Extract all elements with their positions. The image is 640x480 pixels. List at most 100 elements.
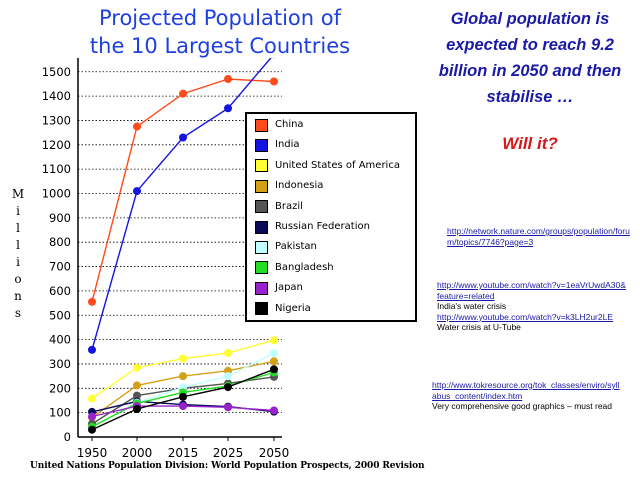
- data-point: [224, 104, 232, 113]
- y-tick-label: 800: [49, 235, 71, 249]
- youtube-note-1: India's water crisis: [437, 301, 507, 311]
- legend-label: United States of America: [275, 159, 400, 171]
- chart-title: Projected Population of the 10 Largest C…: [60, 4, 380, 60]
- x-tick-label: 2025: [213, 446, 244, 460]
- data-point: [270, 336, 278, 345]
- y-tick-label: 100: [49, 406, 71, 420]
- data-point: [270, 406, 278, 415]
- legend-swatch: [255, 200, 268, 214]
- headline: Global population is expected to reach 9…: [438, 10, 622, 106]
- legend-swatch: [255, 281, 268, 295]
- legend-swatch: [255, 302, 268, 316]
- legend-label: Brazil: [275, 200, 303, 212]
- y-axis-label-letter: l: [16, 238, 20, 252]
- legend-item: Brazil: [255, 200, 303, 214]
- y-axis-label-letter: l: [16, 221, 20, 235]
- nature-forum-link[interactable]: http://network.nature.com/groups/populat…: [447, 226, 630, 247]
- tokresource-note: Very comprehensive good graphics – must …: [432, 401, 613, 411]
- data-point: [133, 187, 141, 196]
- y-tick-label: 1300: [42, 113, 71, 127]
- y-tick-label: 0: [64, 430, 71, 444]
- data-point: [179, 354, 187, 363]
- y-tick-label: 700: [49, 260, 71, 274]
- legend-item: Russian Federation: [255, 220, 370, 234]
- data-point: [133, 381, 141, 390]
- y-tick-label: 1200: [42, 138, 71, 152]
- youtube-note-2: Water crisis at U-Tube: [437, 322, 521, 332]
- legend-swatch: [255, 220, 268, 234]
- legend-label: Japan: [275, 282, 303, 294]
- y-tick-label: 1500: [42, 65, 71, 79]
- y-axis-label-letter: s: [14, 306, 22, 320]
- data-point: [133, 391, 141, 400]
- legend-label: India: [275, 139, 300, 151]
- y-tick-label: 1400: [42, 89, 71, 103]
- data-point: [88, 345, 96, 354]
- tokresource-link[interactable]: http://www.tokresource.org/tok_classes/e…: [432, 380, 620, 401]
- data-point: [224, 372, 232, 381]
- y-axis-label-letter: n: [14, 289, 22, 303]
- source-note: United Nations Population Division: Worl…: [30, 461, 425, 471]
- data-point: [133, 363, 141, 372]
- chart-title-line-1: Projected Population of: [98, 6, 342, 30]
- x-tick-label: 2050: [259, 446, 290, 460]
- data-point: [270, 77, 278, 86]
- legend-item: Bangladesh: [255, 261, 334, 275]
- data-point: [179, 402, 187, 411]
- legend-swatch: [255, 240, 268, 254]
- legend-label: Russian Federation: [275, 221, 370, 232]
- legend-item: Pakistan: [255, 240, 317, 254]
- data-point: [133, 404, 141, 413]
- data-point: [179, 392, 187, 401]
- legend-item: India: [255, 138, 300, 152]
- legend-item: Nigeria: [255, 302, 311, 316]
- youtube-link-2[interactable]: http://www.youtube.com/watch?v=k3LH2ur2L…: [437, 311, 613, 322]
- y-axis-label-letter: i: [16, 204, 20, 218]
- tokresource-link-block: http://www.tokresource.org/tok_classes/e…: [432, 380, 622, 412]
- y-tick-label: 900: [49, 211, 71, 225]
- data-point: [179, 133, 187, 142]
- y-tick-label: 400: [49, 333, 71, 347]
- legend-label: China: [275, 119, 304, 130]
- y-axis-label-letter: M: [11, 187, 25, 201]
- data-point: [88, 394, 96, 403]
- nature-link-block: http://network.nature.com/groups/populat…: [447, 226, 632, 247]
- y-tick-label: 200: [49, 381, 71, 395]
- legend-swatch: [255, 118, 268, 132]
- y-tick-label: 1100: [42, 162, 71, 176]
- legend-label: Bangladesh: [275, 261, 334, 273]
- y-tick-label: 1000: [42, 187, 71, 201]
- legend-label: Indonesia: [275, 180, 324, 192]
- y-axis-label-letter: o: [14, 272, 22, 286]
- chart-legend: China India United States of America Indone…: [245, 112, 417, 322]
- youtube-links-block: http://www.youtube.com/watch?v=1eaVrUwdA…: [437, 280, 627, 333]
- data-point: [179, 89, 187, 98]
- legend-item: China: [255, 118, 304, 132]
- data-point: [224, 348, 232, 357]
- legend-swatch: [255, 159, 268, 173]
- y-axis-label-letter: i: [16, 255, 20, 269]
- data-point: [224, 403, 232, 412]
- chart-title-line-2: the 10 Largest Countries: [89, 34, 351, 58]
- data-point: [270, 365, 278, 374]
- data-point: [270, 357, 278, 366]
- data-point: [133, 122, 141, 131]
- legend-swatch: [255, 138, 268, 152]
- legend-swatch: [255, 179, 268, 193]
- data-point: [88, 412, 96, 421]
- data-point: [179, 372, 187, 381]
- data-point: [272, 58, 276, 59]
- legend-swatch: [255, 261, 268, 275]
- data-point: [270, 349, 278, 358]
- data-point: [224, 75, 232, 84]
- x-tick-label: 2000: [122, 446, 153, 460]
- legend-label: Nigeria: [275, 302, 311, 314]
- legend-item: United States of America: [255, 159, 400, 173]
- youtube-link-1[interactable]: http://www.youtube.com/watch?v=1eaVrUwdA…: [437, 280, 626, 301]
- y-tick-label: 500: [49, 308, 71, 322]
- data-point: [224, 383, 232, 392]
- legend-label: Pakistan: [275, 241, 317, 253]
- data-point: [88, 297, 96, 306]
